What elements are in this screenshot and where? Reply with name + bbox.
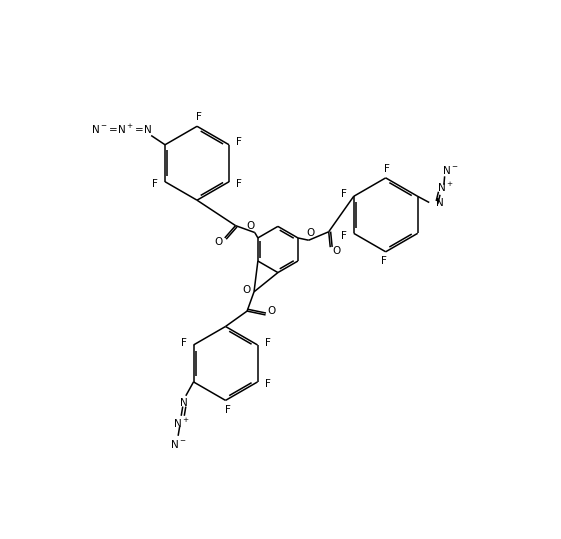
Text: O: O <box>306 227 314 238</box>
Text: F: F <box>196 112 201 122</box>
Text: F: F <box>181 337 186 348</box>
Text: F: F <box>152 179 158 189</box>
Text: F: F <box>265 337 270 348</box>
Text: N$^-$: N$^-$ <box>442 164 458 176</box>
Text: F: F <box>225 405 231 414</box>
Text: N: N <box>181 398 188 409</box>
Text: O: O <box>268 306 276 316</box>
Text: F: F <box>381 256 387 266</box>
Text: N: N <box>436 198 444 208</box>
Text: F: F <box>341 189 347 199</box>
Text: N$^-\!=\!$N$^+\!=\!$N: N$^-\!=\!$N$^+\!=\!$N <box>91 123 153 136</box>
Text: N$^+$: N$^+$ <box>437 181 454 195</box>
Text: O: O <box>247 222 255 231</box>
Text: F: F <box>384 164 390 174</box>
Text: N$^+$: N$^+$ <box>173 417 190 430</box>
Text: O: O <box>214 237 223 247</box>
Text: F: F <box>236 137 242 148</box>
Text: O: O <box>242 285 250 295</box>
Text: F: F <box>265 379 270 389</box>
Text: F: F <box>341 231 347 240</box>
Text: N$^-$: N$^-$ <box>170 438 186 450</box>
Text: F: F <box>236 179 242 189</box>
Text: O: O <box>332 246 341 256</box>
